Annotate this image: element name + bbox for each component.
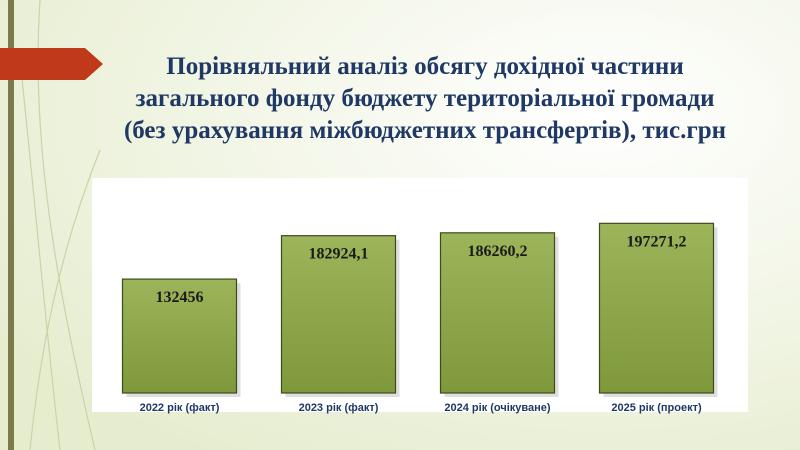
value-label: 186260,2 bbox=[468, 243, 528, 260]
bar bbox=[121, 278, 238, 394]
bar bbox=[280, 235, 397, 394]
value-label: 132456 bbox=[156, 289, 204, 306]
chart-title: загального фонду бюджету територіальної … bbox=[135, 85, 714, 112]
x-tick-label: 2024 рік (очікуване) bbox=[444, 402, 551, 414]
value-label: 197271,2 bbox=[627, 233, 687, 250]
x-tick-label: 2023 рік (факт) bbox=[299, 402, 379, 414]
chart-title: Порівняльний аналіз обсягу дохідної част… bbox=[166, 53, 683, 80]
side-strip bbox=[8, 0, 14, 450]
bar bbox=[598, 222, 715, 394]
x-tick-label: 2022 рік (факт) bbox=[140, 402, 220, 414]
chart-title: (без урахування міжбюджетних трансфертів… bbox=[124, 117, 726, 144]
value-label: 182924,1 bbox=[309, 246, 369, 263]
x-tick-label: 2025 рік (проект) bbox=[611, 402, 702, 414]
bar bbox=[439, 232, 556, 394]
arrow bbox=[0, 48, 103, 80]
